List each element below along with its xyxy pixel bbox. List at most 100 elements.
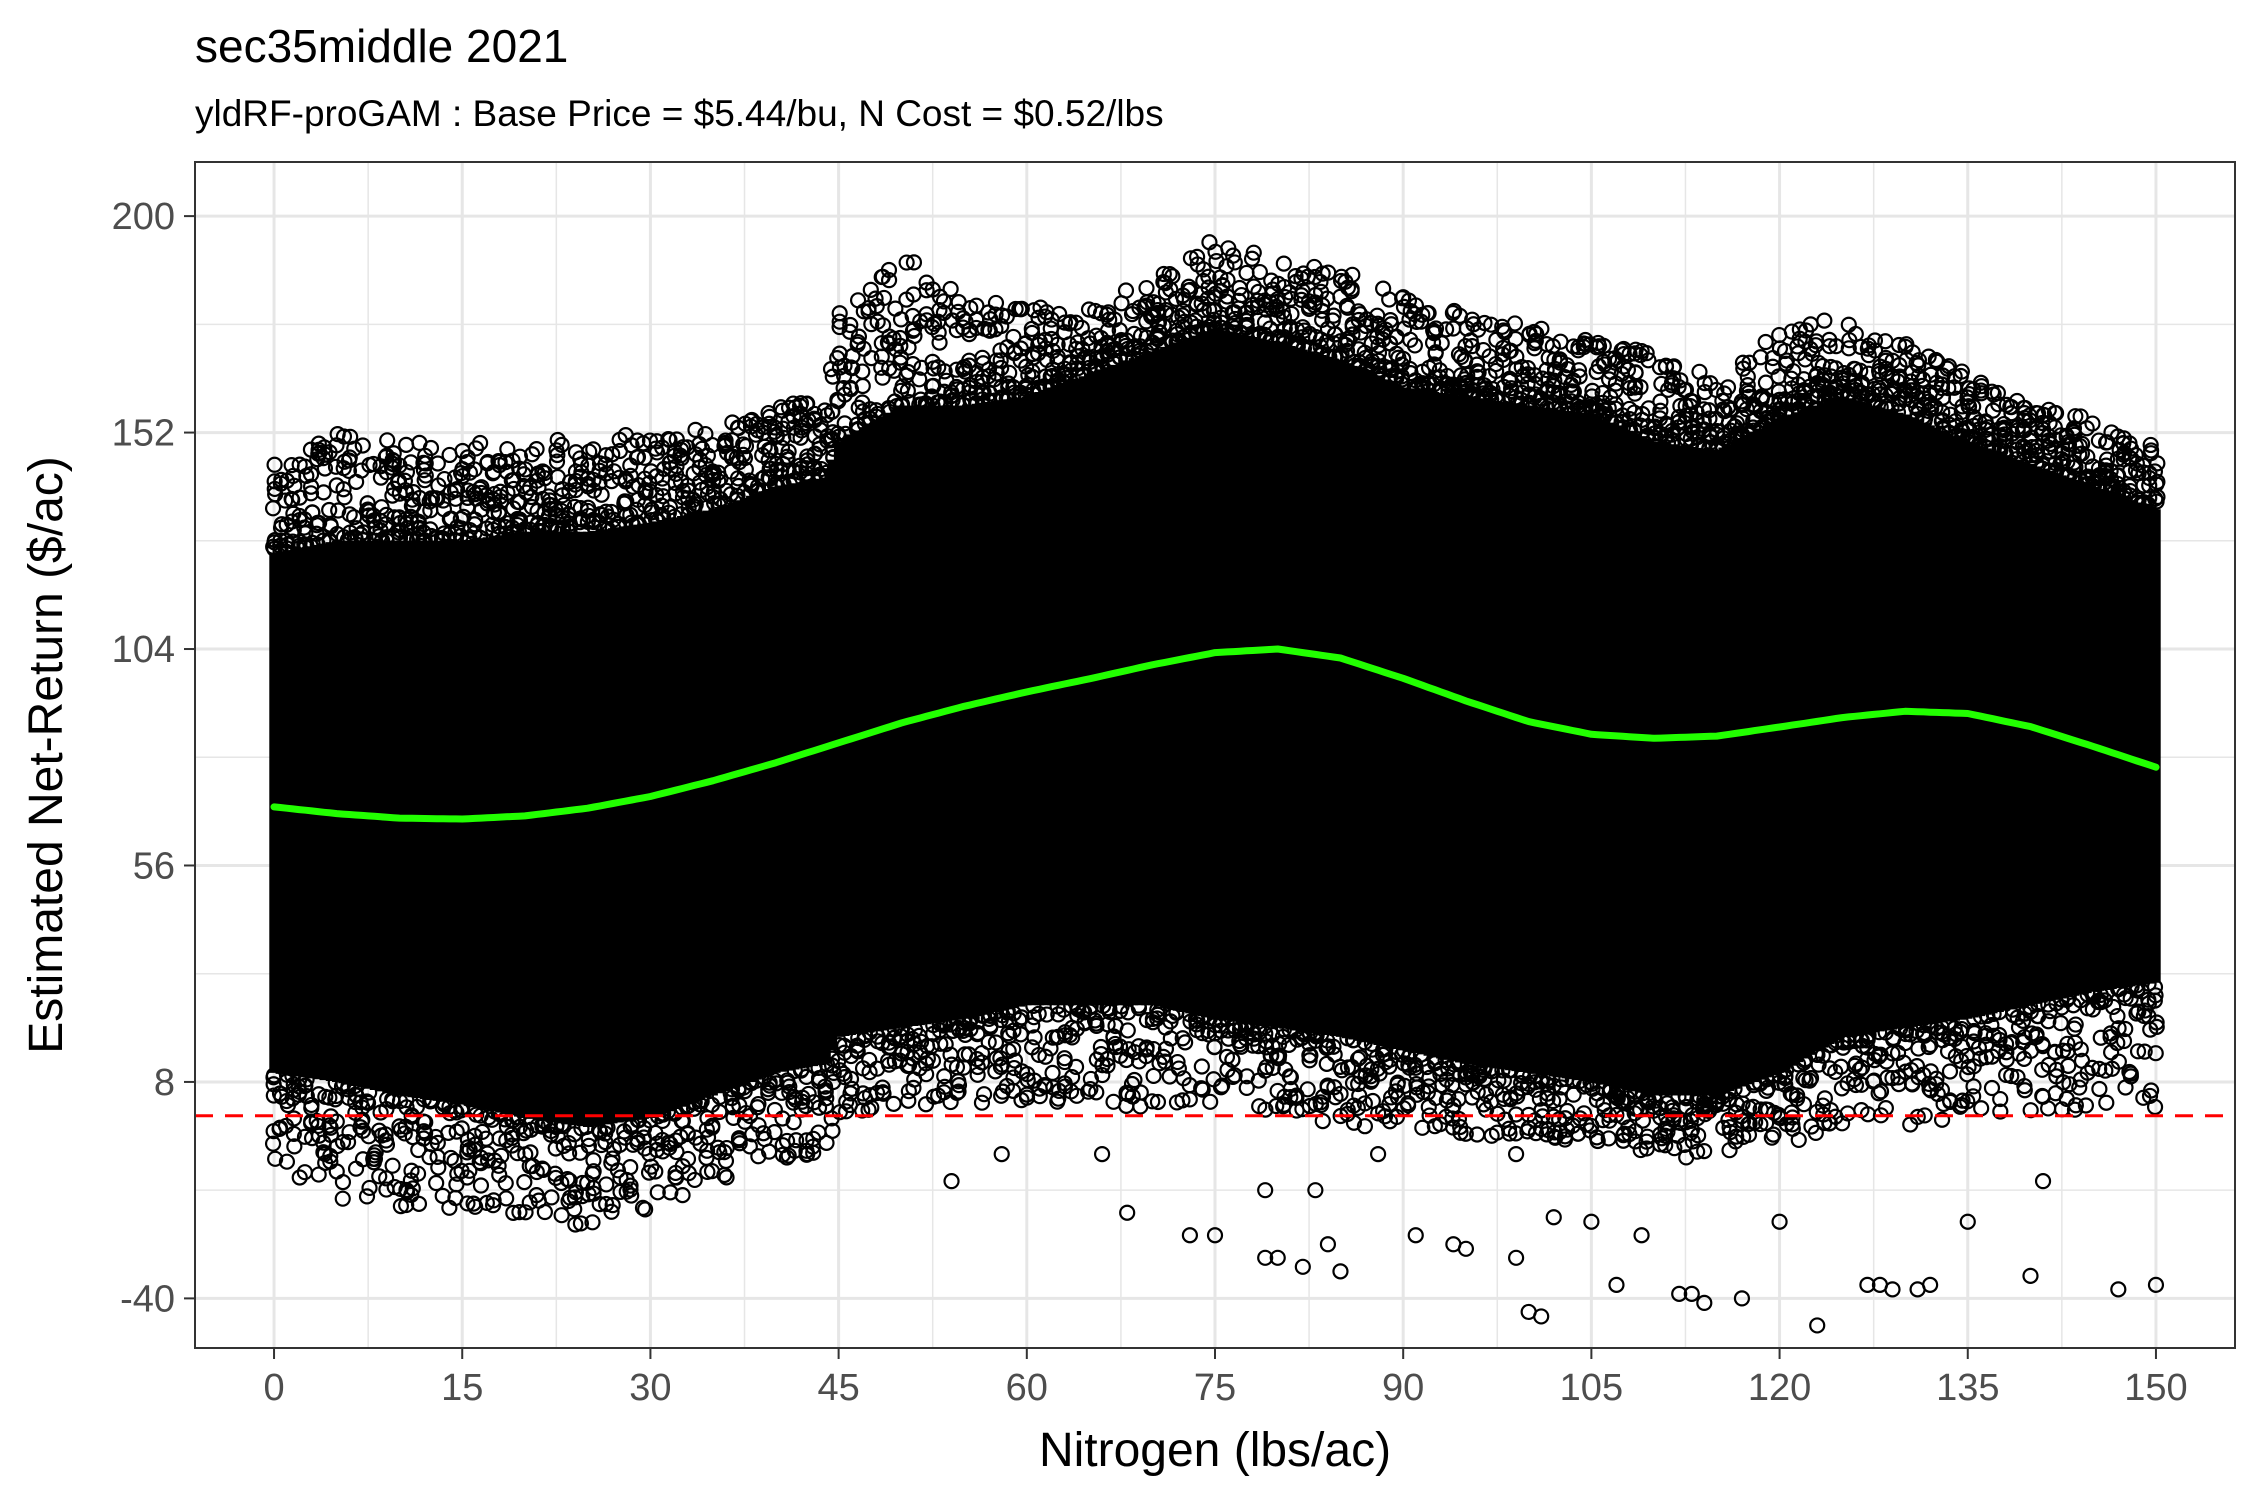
scatter-point [628,501,645,518]
scatter-point [1701,410,1718,427]
scatter-point-outlier [1508,1249,1525,1266]
scatter-point [1338,342,1356,360]
scatter-point [1289,339,1306,356]
scatter-point [455,508,472,525]
scatter-point [580,1137,597,1154]
scatter-point [316,439,333,456]
scatter-point [779,1074,796,1091]
x-tick-label: 105 [1560,1367,1623,1409]
scatter-point [1784,1109,1801,1126]
scatter-point [1967,410,1984,428]
scatter-point [2072,1041,2089,1058]
scatter-point [1319,1079,1336,1096]
smooth-line [270,645,2160,823]
scatter-point [835,379,852,397]
scatter-point [892,337,909,354]
scatter-point [1897,1022,1915,1039]
scatter-point-outlier [2147,1276,2165,1293]
scatter-point [466,461,483,478]
scatter-point-outlier [1307,1182,1324,1199]
scatter-point [2090,432,2108,449]
scatter-point [1719,379,1737,396]
scatter-point-outlier [1407,1227,1424,1244]
scatter-point [1795,1096,1813,1113]
scatter-point [1226,1067,1243,1084]
scatter-point [459,1169,476,1186]
scatter-point [868,1084,886,1102]
scatter-point [842,1085,859,1102]
scatter-point [1262,1047,1279,1064]
scatter-point [1619,361,1637,378]
scatter-point [1399,1095,1417,1112]
scatter-point [880,272,898,289]
scatter-point [543,520,560,537]
scatter-point [942,280,959,298]
scatter-point [580,1130,597,1148]
chart-subtitle: yldRF-proGAM : Base Price = $5.44/bu, N … [195,93,1164,134]
scatter-point [511,1204,528,1221]
scatter-point [365,1150,382,1167]
scatter-point-outlier [1119,1204,1136,1221]
scatter-point [1194,1081,1211,1098]
scatter-point [422,439,440,457]
scatter-point [572,456,590,473]
scatter-point [2065,459,2082,476]
scatter-point [918,1066,935,1083]
scatter-point-outlier [1257,1249,1274,1266]
scatter-point [623,1187,640,1204]
scatter-point [2067,1016,2084,1033]
scatter-point [685,1094,702,1111]
scatter-point [278,1153,296,1170]
scatter-point [930,324,947,341]
scatter-point [593,486,610,503]
scatter-point [1525,323,1543,341]
scatter-point [1663,435,1680,452]
scatter-point [2115,1032,2133,1050]
scatter-point [2090,993,2107,1011]
scatter-point [2060,1057,2077,1074]
scatter-point [699,447,716,464]
scatter-point [461,1141,478,1158]
scatter-point [1563,376,1580,393]
scatter-point [490,505,508,523]
scatter-point [750,1117,767,1134]
scatter-point [1117,282,1135,299]
scatter-point [1821,338,1838,355]
scatter-point [1325,1038,1342,1055]
scatter-point [935,1014,952,1031]
scatter-point [1476,314,1493,332]
scatter-point [2148,493,2165,510]
scatter-point [549,431,566,449]
scatter-point [553,1116,570,1133]
scatter-point [1414,1119,1431,1136]
scatter-point [1037,1048,1054,1065]
scatter-point [1243,250,1261,267]
scatter-point [1344,1032,1362,1049]
scatter-point [321,501,338,519]
scatter-point [1459,366,1476,384]
scatter-point [629,448,647,465]
scatter-point [1546,1128,1563,1145]
scatter-point [885,1095,902,1112]
scatter-point [905,1079,922,1097]
scatter-point-outlier [993,1145,1010,1163]
scatter-point [1506,315,1524,332]
scatter-point [396,1125,413,1142]
scatter-point [931,334,948,351]
scatter-point [461,1162,478,1179]
scatter-point [1965,1088,1982,1105]
scatter-point [1638,345,1655,362]
scatter-point [993,359,1010,377]
scatter-point [358,1093,375,1110]
scatter-point [1224,1051,1241,1068]
scatter-point [285,1110,303,1127]
scatter-point [302,466,320,483]
scatter-point [484,1197,502,1214]
scatter-point [836,415,853,432]
scatter-point [1920,1038,1937,1056]
scatter-point [1933,1111,1951,1128]
x-tick-label: 60 [1006,1367,1048,1409]
x-tick-label: 0 [263,1367,284,1409]
scatter-point [1941,1063,1959,1080]
scatter-point [459,1195,476,1212]
